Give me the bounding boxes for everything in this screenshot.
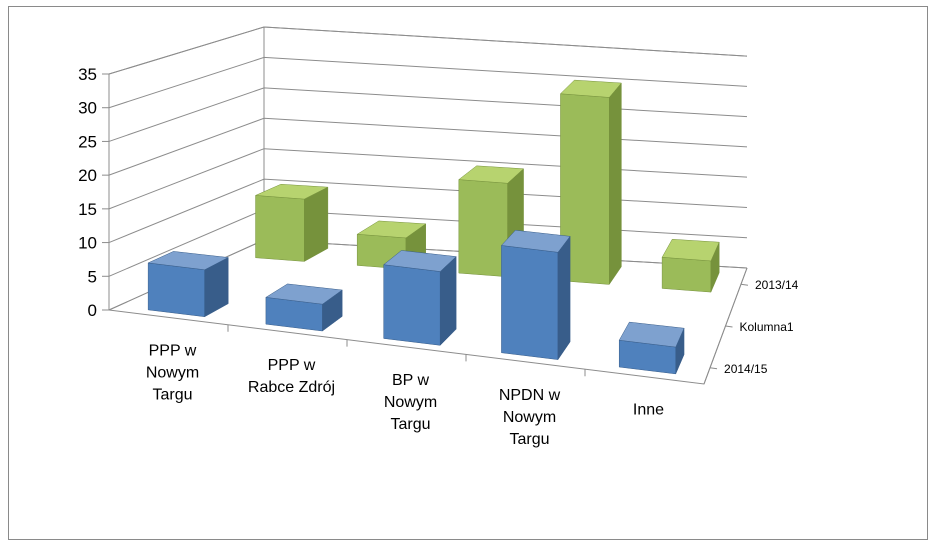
category-label: PPP w Rabce Zdrój — [248, 357, 335, 396]
category-label: NPDN w Nowym Targu — [499, 387, 561, 448]
y-tick-label: 10 — [78, 234, 97, 253]
category-label: BP w Nowym Targu — [384, 372, 437, 433]
chart-labels: 0 5 10 15 20 25 30 35 PPP w Nowym Targu PPP w Rabce … — [78, 65, 799, 448]
bar-2014/15-0 — [147, 251, 230, 318]
gridline — [108, 117, 748, 176]
bar-front — [255, 195, 305, 262]
y-tick-label: 15 — [78, 200, 97, 219]
bar-top — [559, 79, 622, 98]
bar-front — [147, 262, 205, 318]
depth-label: Kolumna1 — [740, 320, 794, 334]
gridline — [108, 178, 748, 244]
y-tick-label: 35 — [78, 65, 97, 84]
bar-top — [265, 283, 343, 305]
bar-2013/14-0 — [255, 183, 329, 262]
y-tick-label: 20 — [78, 166, 97, 185]
bar-top — [618, 321, 685, 348]
bar-2014/15-3 — [500, 229, 571, 361]
bar-top — [356, 220, 427, 239]
category-label: PPP w Nowym Targu — [146, 342, 199, 403]
bar-2013/14-2 — [458, 165, 525, 278]
bar-top — [147, 251, 230, 271]
bar-front — [661, 256, 712, 293]
bar-2013/14-4 — [661, 238, 720, 293]
bar-top — [500, 229, 571, 253]
bar-front — [383, 264, 441, 346]
bar-2013/14-3 — [559, 79, 622, 286]
gridline — [108, 148, 748, 210]
gridline — [108, 26, 748, 75]
bar-front — [501, 245, 559, 360]
bar-2014/15-2 — [383, 250, 457, 346]
y-tick-label: 5 — [88, 267, 97, 286]
chart-frame: 0 5 10 15 20 25 30 35 PPP w Nowym Targu PPP w Rabce … — [8, 6, 928, 540]
depth-tick-mark — [725, 325, 733, 328]
bar-side — [439, 256, 457, 346]
bar-side — [557, 235, 571, 361]
bar-top — [383, 250, 457, 272]
bar-top — [458, 165, 525, 184]
bar-2014/15-1 — [265, 283, 343, 332]
bar-top — [661, 238, 720, 262]
depth-tick-mark — [709, 367, 718, 370]
bar-top — [255, 183, 329, 200]
depth-label: 2013/14 — [755, 278, 799, 292]
chart-bars — [147, 79, 720, 375]
bar-front — [458, 179, 508, 278]
bar-2014/15-4 — [618, 321, 685, 375]
y-tick-label: 25 — [78, 132, 97, 151]
y-tick-label: 30 — [78, 99, 97, 118]
chart: 0 5 10 15 20 25 30 35 PPP w Nowym Targu PPP w Rabce … — [78, 26, 799, 448]
bar-side — [304, 186, 329, 262]
gridline — [108, 56, 748, 109]
depth-tick-mark — [740, 283, 749, 286]
y-tick-label: 0 — [88, 301, 97, 320]
depth-label: 2014/15 — [724, 362, 768, 376]
category-label: Inne — [633, 402, 664, 419]
gridline — [108, 87, 748, 142]
bar-side — [609, 82, 622, 286]
